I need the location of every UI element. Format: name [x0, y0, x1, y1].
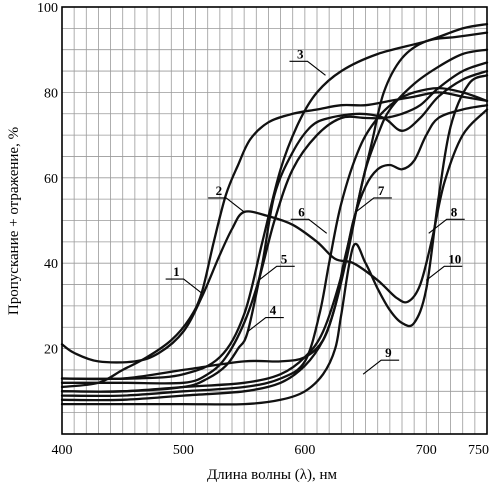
plot-frame: [61, 6, 488, 435]
series-leader-10: [425, 265, 463, 281]
series-labels: 1 2 3 4 5 6 7 8 9 10: [173, 46, 461, 360]
series-label-5: 5: [281, 251, 288, 266]
x-tick-label: 600: [294, 443, 315, 458]
series-line-10: [60, 74, 489, 406]
y-tick-label: 80: [44, 86, 58, 101]
series-line-6: [60, 86, 489, 398]
series-label-leaders: [165, 60, 465, 375]
series-leader-1: [165, 278, 202, 294]
series-label-4: 4: [270, 303, 277, 318]
series-label-3: 3: [297, 46, 304, 61]
x-axis-label: Длина волны (λ), нм: [207, 467, 338, 483]
series-label-6: 6: [298, 204, 305, 219]
series-label-10: 10: [448, 251, 461, 266]
series-curves: [60, 22, 489, 406]
y-tick-labels: 20 40 60 80 100: [37, 1, 58, 358]
series-label-1: 1: [173, 264, 180, 279]
y-axis-label: Пропускание + отражение, %: [6, 127, 22, 315]
series-line-8: [60, 104, 489, 393]
series-leader-6: [290, 218, 328, 234]
series-label-2: 2: [216, 183, 223, 198]
y-tick-label: 100: [37, 1, 58, 16]
series-line-4: [60, 69, 489, 393]
series-leader-7: [355, 197, 392, 213]
x-tick-labels: 400 500 600 700 750: [52, 443, 490, 458]
series-line-1: [60, 91, 489, 389]
series-label-9: 9: [385, 345, 392, 360]
series-line-5: [60, 61, 489, 385]
x-tick-label: 750: [468, 443, 489, 458]
x-tick-label: 400: [52, 443, 73, 458]
series-leader-9: [362, 359, 400, 375]
series-line-2: [60, 108, 489, 364]
y-tick-label: 60: [44, 172, 58, 187]
series-label-8: 8: [451, 204, 458, 219]
series-leader-8: [428, 218, 465, 234]
x-tick-label: 700: [416, 443, 437, 458]
series-leader-5: [258, 265, 295, 281]
series-leader-3: [289, 60, 326, 76]
series-leader-4: [247, 316, 284, 332]
x-tick-label: 500: [173, 443, 194, 458]
y-tick-label: 20: [44, 343, 58, 358]
series-line-9: [60, 31, 489, 381]
series-label-7: 7: [378, 183, 385, 198]
series-leader-2: [208, 197, 245, 213]
y-tick-label: 40: [44, 257, 58, 272]
